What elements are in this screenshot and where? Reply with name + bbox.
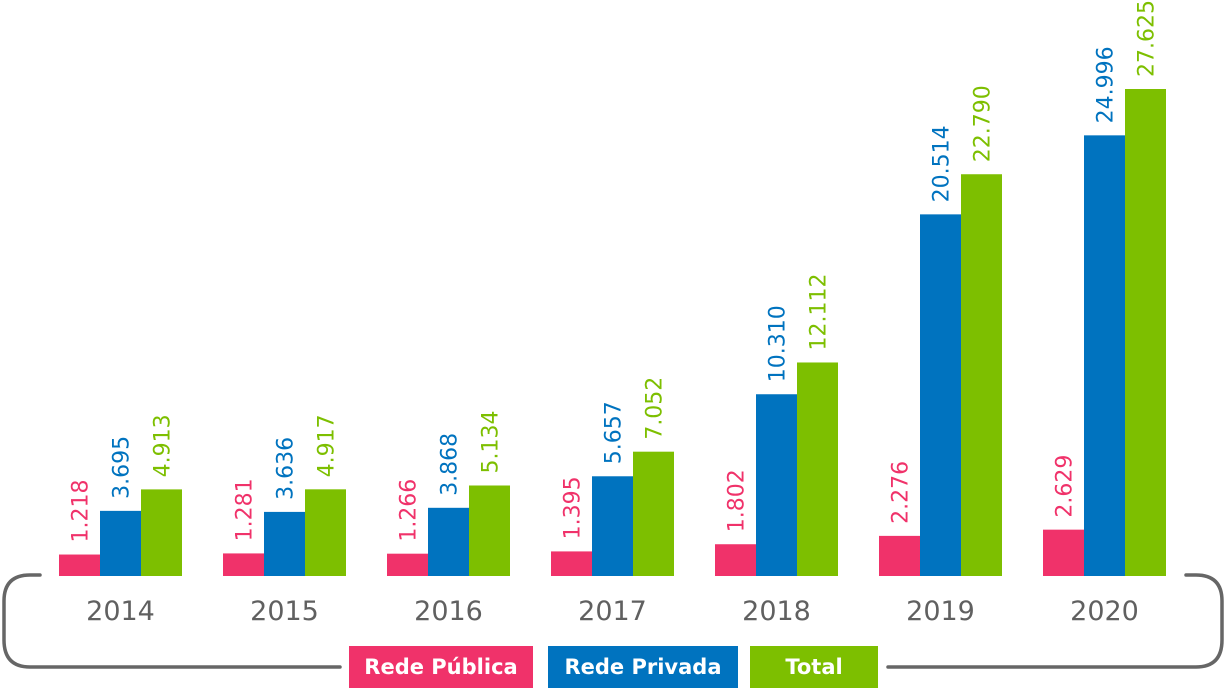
bars-group bbox=[59, 89, 1166, 576]
bar-rede-privada-2014 bbox=[100, 510, 141, 576]
x-tick-labels-group: 2014 2015 2016 2017 2018 2019 2020 bbox=[86, 596, 1139, 627]
bar-total-2019 bbox=[961, 174, 1002, 576]
legend-rede-publica-label: Rede Pública bbox=[364, 655, 518, 679]
x-tick-label-2019: 2019 bbox=[906, 596, 975, 627]
x-tick-label-2016: 2016 bbox=[414, 596, 483, 627]
value-label-rede-privada-2018: 10.310 bbox=[766, 305, 791, 382]
bar-rede-publica-2017 bbox=[551, 551, 592, 576]
value-label-total-2018: 12.112 bbox=[807, 273, 832, 350]
x-tick-label-2014: 2014 bbox=[86, 596, 155, 627]
value-label-rede-publica-2018: 1.802 bbox=[725, 469, 750, 532]
value-label-total-2017: 7.052 bbox=[643, 377, 668, 440]
x-tick-label-2015: 2015 bbox=[250, 596, 319, 627]
value-label-rede-privada-2015: 3.636 bbox=[274, 437, 299, 500]
bar-total-2015 bbox=[305, 489, 346, 576]
value-labels-group: 1.218 3.695 4.913 1.281 3.636 4.917 1.266 3.868… bbox=[69, 0, 1160, 543]
bar-rede-publica-2016 bbox=[387, 553, 428, 576]
value-label-rede-publica-2014: 1.218 bbox=[69, 480, 94, 543]
bar-rede-privada-2016 bbox=[428, 507, 469, 576]
bar-rede-publica-2014 bbox=[59, 554, 100, 576]
bar-rede-publica-2020 bbox=[1043, 529, 1084, 576]
x-tick-label-2018: 2018 bbox=[742, 596, 811, 627]
value-label-rede-privada-2016: 3.868 bbox=[438, 433, 463, 496]
bar-total-2017 bbox=[633, 451, 674, 576]
value-label-total-2020: 27.625 bbox=[1135, 0, 1160, 77]
bar-total-2018 bbox=[797, 362, 838, 576]
value-label-rede-privada-2019: 20.514 bbox=[930, 125, 955, 202]
bar-rede-privada-2017 bbox=[592, 476, 633, 576]
legend-total-label: Total bbox=[785, 655, 843, 679]
value-label-total-2015: 4.917 bbox=[315, 414, 340, 477]
bracket-frame bbox=[2, 573, 1224, 669]
value-label-rede-privada-2017: 5.657 bbox=[602, 401, 627, 464]
bar-rede-publica-2018 bbox=[715, 544, 756, 576]
value-label-total-2019: 22.790 bbox=[971, 85, 996, 162]
bar-rede-publica-2015 bbox=[223, 553, 264, 576]
value-label-total-2016: 5.134 bbox=[479, 411, 504, 474]
bar-rede-privada-2018 bbox=[756, 394, 797, 576]
value-label-total-2014: 4.913 bbox=[151, 414, 176, 477]
legend-total: Total bbox=[750, 646, 878, 688]
value-label-rede-privada-2020: 24.996 bbox=[1094, 46, 1119, 123]
bar-total-2020 bbox=[1125, 89, 1166, 576]
value-label-rede-publica-2017: 1.395 bbox=[561, 476, 586, 539]
legend-rede-privada: Rede Privada bbox=[548, 646, 738, 688]
x-tick-label-2020: 2020 bbox=[1070, 596, 1139, 627]
value-label-rede-publica-2016: 1.266 bbox=[397, 479, 422, 542]
bar-total-2016 bbox=[469, 485, 510, 576]
legend-rede-privada-label: Rede Privada bbox=[564, 655, 722, 679]
value-label-rede-publica-2020: 2.629 bbox=[1053, 455, 1078, 518]
bar-rede-privada-2015 bbox=[264, 511, 305, 576]
bar-rede-privada-2020 bbox=[1084, 135, 1125, 576]
bar-rede-publica-2019 bbox=[879, 535, 920, 576]
x-tick-label-2017: 2017 bbox=[578, 596, 647, 627]
legend-rede-publica: Rede Pública bbox=[349, 646, 533, 688]
bar-total-2014 bbox=[141, 489, 182, 576]
value-label-rede-publica-2015: 1.281 bbox=[233, 478, 258, 541]
value-label-rede-publica-2019: 2.276 bbox=[889, 461, 914, 524]
bar-rede-privada-2019 bbox=[920, 214, 961, 576]
value-label-rede-privada-2014: 3.695 bbox=[110, 436, 135, 499]
